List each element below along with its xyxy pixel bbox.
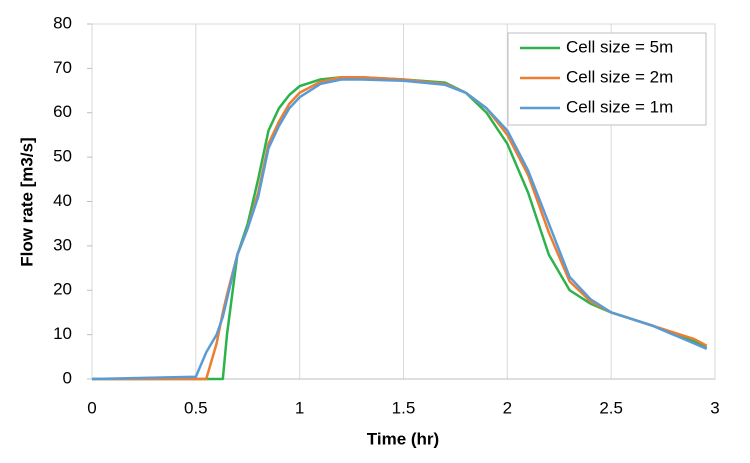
x-axis-title: Time (hr) bbox=[367, 429, 439, 448]
x-tick-label: 0.5 bbox=[184, 398, 208, 417]
x-tick-label: 2.5 bbox=[599, 398, 623, 417]
y-tick-label: 30 bbox=[53, 235, 72, 254]
x-tick-label: 1 bbox=[295, 398, 304, 417]
y-tick-label: 20 bbox=[53, 280, 72, 299]
x-tick-label: 3 bbox=[710, 398, 719, 417]
x-tick-label: 1.5 bbox=[392, 398, 416, 417]
x-tick-label: 0 bbox=[87, 398, 96, 417]
y-tick-label: 10 bbox=[53, 324, 72, 343]
legend-label: Cell size = 2m bbox=[566, 67, 673, 86]
y-tick-label: 70 bbox=[53, 58, 72, 77]
y-tick-label: 60 bbox=[53, 102, 72, 121]
y-tick-label: 40 bbox=[53, 191, 72, 210]
x-tick-label: 2 bbox=[503, 398, 512, 417]
y-tick-label: 50 bbox=[53, 147, 72, 166]
y-axis-title: Flow rate [m3/s] bbox=[17, 137, 36, 266]
y-tick-label: 80 bbox=[53, 13, 72, 32]
legend-label: Cell size = 5m bbox=[566, 37, 673, 56]
series-line bbox=[91, 78, 708, 381]
legend-label: Cell size = 1m bbox=[566, 97, 673, 116]
y-tick-label: 0 bbox=[63, 368, 72, 387]
